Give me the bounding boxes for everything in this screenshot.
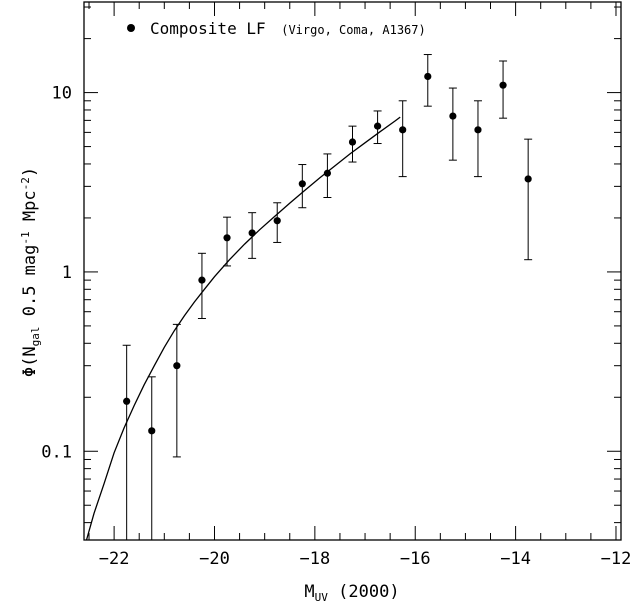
data-point xyxy=(373,110,382,145)
y-axis-label-post: ) xyxy=(20,167,40,177)
data-point xyxy=(323,153,332,199)
data-point xyxy=(524,138,533,261)
data-point xyxy=(147,376,156,540)
data-point xyxy=(122,344,131,540)
point-marker xyxy=(348,138,357,146)
point-marker xyxy=(248,229,256,237)
data-point xyxy=(273,202,282,243)
y-tick-label: 0.1 xyxy=(41,442,72,462)
data-point xyxy=(423,54,432,107)
data-point xyxy=(499,60,508,119)
point-marker xyxy=(449,112,457,120)
point-marker xyxy=(373,122,382,130)
y-axis-label-mid: 0.5 mag xyxy=(20,245,40,327)
y-axis-label: Φ(Ngal 0.5 mag-1 Mpc-2) xyxy=(19,167,42,377)
point-marker xyxy=(298,180,306,188)
x-tick-label: −16 xyxy=(400,549,431,569)
point-marker xyxy=(424,72,432,81)
x-tick-label: −18 xyxy=(300,549,331,569)
plot-contents xyxy=(85,54,533,540)
point-marker xyxy=(524,175,532,183)
data-point xyxy=(473,100,482,178)
y-axis-label-sub: gal xyxy=(29,327,42,347)
point-marker xyxy=(399,126,407,134)
point-marker xyxy=(198,276,206,284)
data-point xyxy=(223,216,232,267)
x-axis-label-main: M xyxy=(304,582,314,602)
y-axis-label-sup1: -1 xyxy=(19,231,32,244)
point-marker xyxy=(499,81,507,89)
tick-labels: −22 −20 −18 −16 −14 −12 0.1 1 10 xyxy=(41,84,631,569)
y-tick-label: 1 xyxy=(62,263,72,283)
x-tick-label: −20 xyxy=(199,549,230,569)
y-axis-label-sup2: -2 xyxy=(19,177,32,190)
x-axis-label: MUV (2000) xyxy=(304,582,399,604)
point-marker xyxy=(474,126,482,134)
legend-label: Composite LF (Virgo, Coma, A1367) xyxy=(150,19,426,38)
x-tick-label: −22 xyxy=(99,549,130,569)
axis-ticks xyxy=(84,2,621,540)
x-tick-label: −14 xyxy=(500,549,531,569)
data-point xyxy=(398,100,407,178)
point-marker xyxy=(123,397,131,405)
data-point xyxy=(448,87,457,161)
plot-frame xyxy=(83,1,622,541)
x-axis-label-sub: UV xyxy=(315,591,329,604)
x-axis-label-suffix: (2000) xyxy=(328,582,400,602)
fit-curve xyxy=(85,116,401,540)
y-axis-label-pre: Φ(N xyxy=(20,346,40,377)
point-marker xyxy=(223,234,231,242)
legend-label-sub: (Virgo, Coma, A1367) xyxy=(281,23,426,37)
legend-label-main: Composite LF xyxy=(150,19,266,38)
point-marker xyxy=(273,217,281,225)
legend-marker xyxy=(127,24,135,32)
point-marker xyxy=(148,427,156,435)
point-marker xyxy=(323,169,332,177)
x-tick-label: −12 xyxy=(601,549,632,569)
y-axis-label-mid2: Mpc xyxy=(20,190,40,231)
plot-area xyxy=(85,54,533,540)
data-point xyxy=(197,252,206,319)
data-point xyxy=(172,323,181,458)
y-tick-label: 10 xyxy=(52,84,72,104)
data-point xyxy=(298,164,307,209)
point-marker xyxy=(173,362,181,370)
data-point xyxy=(248,212,257,259)
data-point xyxy=(348,125,357,163)
